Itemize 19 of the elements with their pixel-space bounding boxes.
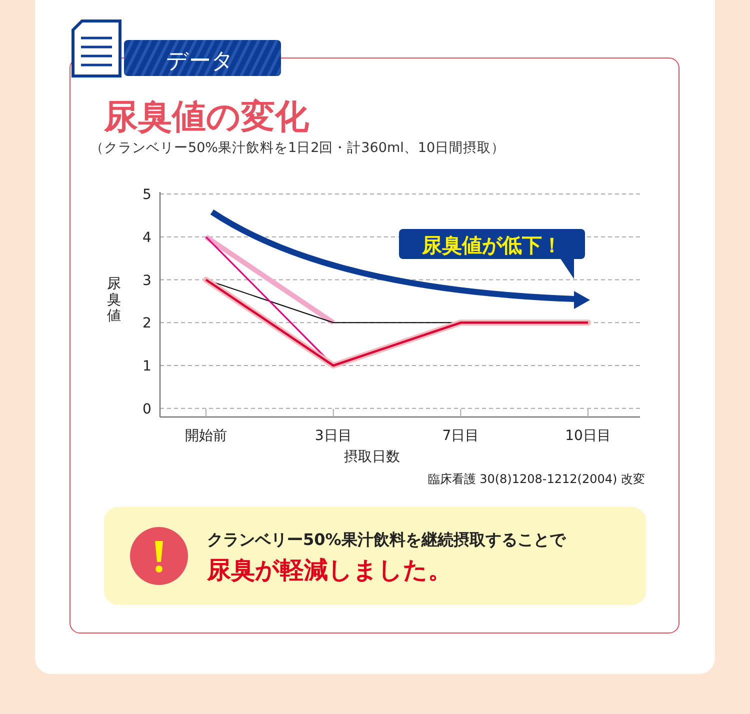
- y-tick-label: 0: [142, 401, 152, 418]
- y-tick-label: 1: [142, 358, 152, 375]
- text: 尿臭が軽減しました。: [206, 556, 452, 584]
- x-tick-label: 10日目: [565, 428, 611, 444]
- y-tick-label: 4: [142, 230, 152, 246]
- chart-title: 尿臭値の変化: [103, 97, 310, 137]
- y-tick-label: 3: [142, 272, 152, 289]
- x-tick-label: 7日目: [442, 428, 480, 444]
- x-tick-label: 開始前: [185, 428, 227, 444]
- text: クランベリー50%果汁飲料を継続摂取することで: [207, 530, 566, 549]
- y-axis-title: 尿臭値: [107, 276, 121, 324]
- x-axis-title: 摂取日数: [344, 449, 400, 465]
- y-tick-label: 5: [142, 187, 152, 203]
- x-tick-label: 3日目: [314, 428, 352, 444]
- text: データ: [166, 49, 234, 74]
- annotation: 尿臭値が低下！: [421, 233, 562, 257]
- y-tick-label: 2: [142, 316, 152, 332]
- text: 臨床看護 30(8)1208-1212(2004) 改変: [428, 472, 645, 486]
- chart-subtitle: （クランベリー50%果汁飲料を1日2回・計360ml、10日間摂取）: [90, 140, 506, 156]
